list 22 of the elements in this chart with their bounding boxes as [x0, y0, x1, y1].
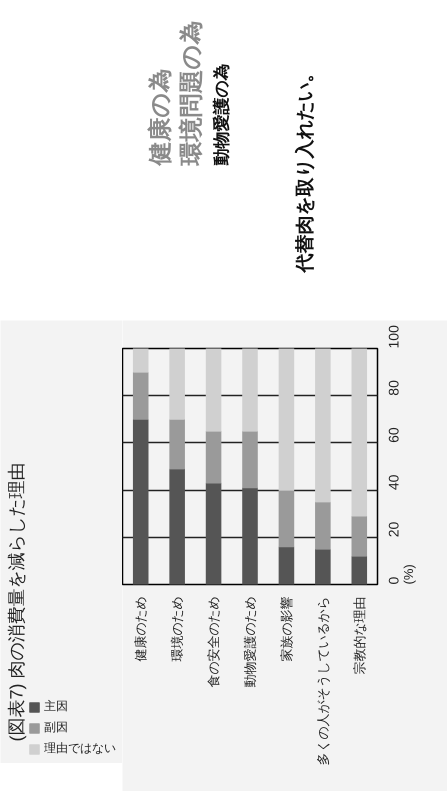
text: 環境問題の為: [178, 20, 205, 166]
text: 代替肉を取り入れたい。: [294, 64, 316, 274]
y-axis-title: (%): [401, 564, 416, 584]
x-tick-label: 動物愛護のため: [242, 596, 258, 688]
y-tick-label: 0: [386, 576, 402, 584]
x-tick-label: 多くの人がそうしているから: [315, 596, 330, 766]
text: 健康の為: [147, 68, 174, 166]
y-tick-label: 60: [386, 427, 402, 443]
x-tick-label: 食の安全のため: [206, 596, 222, 688]
x-tick-label: 宗教的な理由: [352, 596, 367, 674]
y-tick-label: 80: [386, 380, 402, 396]
y-tick-label: 100: [386, 324, 402, 348]
y-tick-label: 20: [386, 522, 402, 538]
x-tick-label: 環境のため: [170, 596, 185, 662]
x-tick-label: 家族の影響: [278, 596, 294, 662]
legend-label: 理由ではない: [44, 740, 116, 757]
text: (図表7) 肉の消費量を減らした理由: [6, 462, 26, 742]
y-tick-label: 40: [386, 474, 402, 490]
legend-label: 副因: [44, 719, 68, 736]
x-tick-label: 健康のため: [133, 596, 148, 662]
text: 動物愛護の為: [212, 64, 231, 166]
legend-label: 主因: [44, 698, 68, 715]
